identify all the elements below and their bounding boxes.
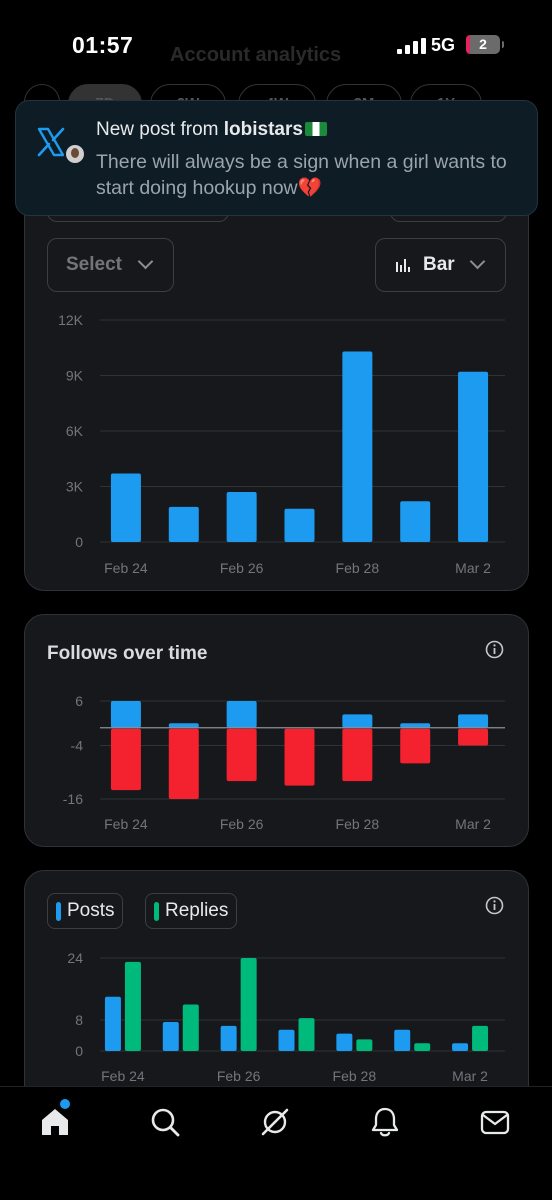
loss-bar-feb-24 (110, 728, 141, 791)
replies-bar-mar-2 (472, 1025, 489, 1051)
follows-title: Follows over time (47, 643, 208, 664)
legend-posts-swatch (56, 902, 61, 921)
legend-replies-label: Replies (165, 900, 229, 921)
loss-bar-mar-2 (458, 728, 489, 746)
x-tick-label: Feb 24 (104, 816, 148, 832)
bar-feb-26 (226, 492, 257, 542)
gain-bar-mar-1 (400, 723, 431, 728)
home-icon[interactable] (38, 1105, 72, 1139)
x-logo-icon (37, 127, 65, 157)
replies-bar-feb-28 (356, 1039, 373, 1051)
x-tick-label: Feb 24 (101, 1068, 145, 1084)
signal-icon (397, 38, 426, 54)
x-tick-label: Feb 26 (220, 816, 264, 832)
loss-bar-mar-1 (400, 728, 431, 764)
bottom-nav (0, 1086, 552, 1200)
replies-bar-feb-27 (298, 1018, 315, 1051)
notification-title: New post from lobistars (96, 119, 327, 141)
home-notification-dot (60, 1099, 70, 1109)
chevron-down-icon (469, 253, 486, 270)
y-tick-label: 0 (75, 534, 83, 550)
y-tick-label: 24 (67, 950, 83, 966)
status-bar: 01:57 5G 2 (0, 0, 552, 90)
x-tick-label: Mar 2 (455, 816, 491, 832)
posts-bar-feb-28 (336, 1033, 353, 1051)
bar-mar-1 (400, 501, 431, 542)
bar-feb-24 (110, 473, 141, 542)
messages-icon[interactable] (478, 1105, 512, 1139)
push-notification[interactable]: New post from lobistars There will alway… (15, 100, 538, 216)
posts-bar-feb-26 (220, 1025, 237, 1051)
legend-replies[interactable]: Replies (145, 893, 237, 929)
replies-bar-feb-24 (124, 961, 141, 1051)
gain-bar-feb-28 (342, 714, 373, 728)
x-tick-label: Feb 26 (220, 560, 264, 576)
x-tick-label: Feb 28 (333, 1068, 377, 1084)
posts-bar-feb-27 (278, 1029, 295, 1051)
follows-card: Follows over time 6 -4 -16 Feb 24 Feb 26 Feb … (24, 614, 529, 847)
impressions-bar-chart: 12K 9K 6K 3K 0 Feb 24 Feb 26 Feb 28 Mar 2 (58, 312, 505, 576)
posts-replies-bar-chart: 24 8 0 Feb 24 Feb 26 Feb 28 Mar 2 (67, 950, 505, 1084)
x-tick-label: Mar 2 (452, 1068, 488, 1084)
page-title: Account analytics (170, 44, 342, 66)
y-tick-label: 0 (75, 1043, 83, 1059)
loss-bar-feb-25 (168, 728, 199, 799)
gain-bar-feb-25 (168, 723, 199, 728)
info-icon[interactable] (485, 896, 504, 915)
info-icon[interactable] (485, 640, 504, 659)
impressions-card: Select Bar 12K 9K 6K 3K 0 Feb 24 Feb 26 Feb 28 M… (24, 188, 529, 591)
loss-bar-feb-26 (226, 728, 257, 782)
bar-feb-25 (168, 506, 199, 542)
battery-indicator: 2 (466, 35, 504, 54)
y-tick-label: 3K (66, 479, 84, 495)
bar-mar-2 (458, 371, 489, 542)
network-type: 5G (431, 35, 456, 55)
loss-bar-feb-28 (342, 728, 373, 782)
gain-bar-feb-24 (110, 701, 141, 728)
y-tick-label: -4 (71, 738, 84, 754)
legend-posts-label: Posts (67, 900, 115, 921)
status-time: 01:57 (72, 32, 134, 58)
gain-bar-feb-26 (226, 701, 257, 728)
legend-replies-swatch (154, 902, 159, 921)
y-tick-label: 12K (58, 312, 84, 328)
bar-feb-28 (342, 351, 373, 542)
posts-bar-feb-25 (162, 1021, 179, 1051)
search-icon[interactable] (148, 1105, 182, 1139)
posts-bar-mar-2 (452, 1043, 469, 1051)
gain-bar-mar-2 (458, 714, 489, 728)
notification-body: There will always be a sign when a girl … (96, 151, 507, 199)
select-dropdown[interactable]: Select (47, 238, 174, 292)
author-avatar (64, 143, 86, 165)
follows-bar-chart: 6 -4 -16 Feb 24 Feb 26 Feb 28 Mar 2 (63, 693, 505, 832)
legend-posts[interactable]: Posts (47, 893, 123, 929)
x-tick-label: Mar 2 (455, 560, 491, 576)
y-tick-label: 8 (75, 1012, 83, 1028)
replies-bar-feb-25 (182, 1004, 199, 1051)
chart-type-label: Bar (423, 254, 455, 275)
y-tick-label: 6 (75, 693, 83, 709)
nigeria-flag-icon (304, 122, 327, 136)
select-label: Select (66, 254, 122, 275)
notifications-icon[interactable] (368, 1105, 402, 1139)
y-tick-label: 6K (66, 423, 84, 439)
bar-chart-icon (396, 259, 410, 272)
x-tick-label: Feb 28 (336, 816, 380, 832)
x-tick-label: Feb 24 (104, 560, 148, 576)
replies-bar-mar-1 (414, 1043, 431, 1051)
replies-bar-feb-26 (240, 958, 257, 1051)
grok-icon[interactable] (258, 1105, 292, 1139)
y-tick-label: -16 (63, 791, 83, 807)
x-tick-label: Feb 28 (336, 560, 380, 576)
x-tick-label: Feb 26 (217, 1068, 261, 1084)
posts-bar-mar-1 (394, 1029, 411, 1051)
chevron-down-icon (137, 253, 154, 270)
chart-type-dropdown[interactable]: Bar (375, 238, 506, 292)
bar-feb-27 (284, 508, 315, 542)
loss-bar-feb-27 (284, 728, 315, 786)
notification-author: lobistars (223, 119, 303, 140)
posts-bar-feb-24 (104, 996, 121, 1051)
y-tick-label: 9K (66, 368, 84, 384)
